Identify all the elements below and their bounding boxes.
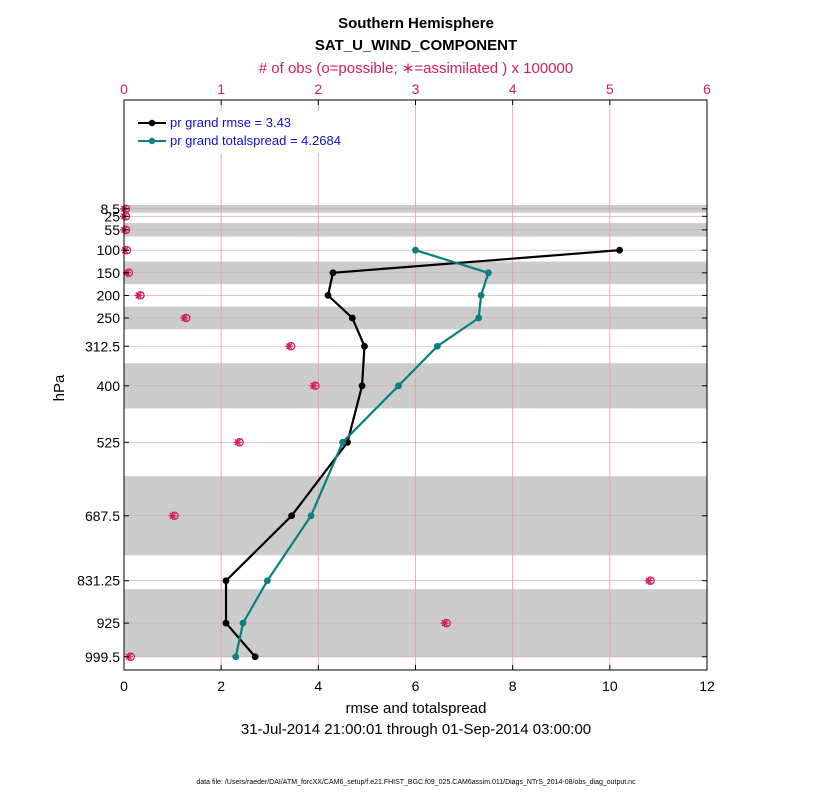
obs-assimilated-marker — [440, 619, 449, 628]
series-point-totalspread — [477, 292, 485, 299]
obs-assimilated-marker — [309, 381, 318, 390]
top-tick-label: 5 — [606, 81, 614, 97]
x-tick-label: 8 — [509, 678, 517, 694]
series-point-totalspread — [475, 314, 483, 322]
series-point-totalspread — [412, 246, 419, 254]
top-tick-label: 0 — [120, 81, 128, 97]
y-tick-label: 25 — [104, 208, 120, 224]
y-tick-label: 200 — [97, 287, 121, 303]
series-point-totalspread — [484, 269, 492, 277]
legend-spread-label: pr grand totalspread = 4.2684 — [170, 133, 341, 148]
top-tick-label: 1 — [217, 81, 225, 97]
series-point-totalspread — [339, 438, 347, 446]
chart-title-line1: Southern Hemisphere — [338, 15, 494, 32]
series-point-rmse — [348, 314, 356, 322]
y-tick-label: 831.25 — [77, 573, 120, 589]
top-tick-label: 3 — [412, 81, 420, 97]
series-point-rmse — [222, 577, 230, 585]
obs-asterisk-stroke — [310, 382, 317, 390]
chart-title-line2: SAT_U_WIND_COMPONENT — [315, 37, 517, 54]
series-point-rmse — [329, 269, 337, 277]
obs-asterisk-stroke — [645, 577, 652, 585]
y-tick-label: 312.5 — [85, 338, 120, 354]
y-axis-label: hPa — [51, 374, 68, 401]
y-tick-label: 687.5 — [85, 508, 120, 524]
legend-rmse-marker — [148, 119, 156, 127]
x-tick-label: 10 — [602, 678, 618, 694]
y-tick-label: 150 — [97, 265, 121, 281]
series-lines — [222, 246, 623, 661]
obs-asterisk-stroke — [135, 292, 142, 299]
series-point-rmse — [288, 512, 296, 520]
top-tick-label: 4 — [509, 81, 517, 97]
obs-assimilated-marker — [233, 438, 242, 447]
x-tick-label: 4 — [314, 678, 322, 694]
series-point-rmse — [361, 342, 368, 350]
x-tick-label: 12 — [699, 678, 715, 694]
y-tick-label: 100 — [97, 242, 121, 258]
legend-box — [132, 111, 368, 153]
top-axis-label: # of obs (o=possible; ∗=assimilated ) x … — [259, 60, 573, 77]
obs-asterisk-stroke — [234, 439, 241, 446]
x-axis-ticks: 0 2 4 6 8 10 12 — [120, 665, 715, 694]
top-axis-ticks: 0 1 2 3 4 5 6 — [120, 81, 711, 105]
y-tick-label: 999.5 — [85, 649, 120, 665]
obs-asterisk-stroke — [441, 619, 448, 627]
series-point-rmse — [616, 246, 623, 254]
series-point-totalspread — [433, 342, 441, 350]
series-point-rmse — [251, 653, 259, 661]
legend-spread-marker — [148, 137, 156, 145]
footnote: data file: /Users/raeder/DAI/ATM_forcXX/… — [196, 779, 636, 786]
y-tick-label: 925 — [97, 615, 121, 631]
top-tick-label: 2 — [314, 81, 322, 97]
obs-assimilated-marker — [644, 576, 653, 585]
series-point-totalspread — [307, 512, 315, 520]
y-tick-label: 8.5 — [101, 201, 121, 217]
series-point-rmse — [222, 619, 230, 627]
series-point-totalspread — [263, 577, 271, 585]
obs-asterisk-stroke — [285, 342, 293, 350]
legend-rmse-label: pr grand rmse = 3.43 — [170, 115, 291, 130]
x-axis-label: rmse and totalspread — [346, 700, 487, 717]
legend: pr grand rmse = 3.43 pr grand totalsprea… — [132, 111, 368, 153]
y-tick-label: 55 — [104, 222, 120, 238]
x-tick-label: 6 — [412, 678, 420, 694]
x-tick-label: 0 — [120, 678, 128, 694]
y-tick-label: 400 — [97, 378, 121, 394]
obs-assimilated-marker — [285, 342, 294, 351]
obs-assimilated-marker — [180, 314, 189, 322]
top-tick-label: 6 — [703, 81, 711, 97]
obs-assimilated-marker — [134, 291, 143, 300]
obs-asterisk-stroke — [169, 512, 176, 520]
date-range: 31-Jul-2014 21:00:01 through 01-Sep-2014… — [241, 721, 591, 738]
series-point-rmse — [324, 292, 332, 299]
series-point-totalspread — [395, 382, 402, 390]
series-point-totalspread — [232, 653, 240, 661]
y-tick-label: 250 — [97, 310, 121, 326]
obs-asterisk-stroke — [180, 314, 188, 322]
y-tick-label: 525 — [97, 434, 121, 450]
obs-assimilated-marker — [168, 511, 177, 520]
x-tick-label: 2 — [217, 678, 225, 694]
series-point-rmse — [358, 382, 366, 390]
series-point-totalspread — [239, 619, 247, 627]
